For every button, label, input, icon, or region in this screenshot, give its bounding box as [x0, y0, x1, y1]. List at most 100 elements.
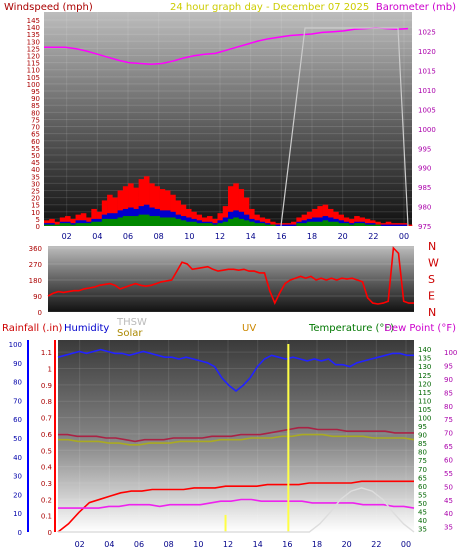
- wind-tick-label: 55: [31, 145, 40, 153]
- low-bar: [249, 221, 255, 226]
- humidity-tick-label: 20: [13, 491, 22, 499]
- low-bar: [86, 223, 92, 226]
- dewpoint-tick-label: 65: [444, 443, 453, 451]
- low-bar: [54, 224, 61, 226]
- gust-bar: [385, 221, 392, 226]
- baro-tick-label: 1005: [418, 106, 436, 114]
- rain-tick-label: 0: [48, 529, 52, 537]
- humidity-axis-label: Humidity: [64, 323, 109, 334]
- graph-title: 24 hour graph day - December 07 2025: [170, 2, 369, 13]
- gust-bar: [233, 183, 239, 226]
- low-bar: [138, 214, 145, 226]
- gust-bar: [170, 194, 176, 226]
- weather-x-tick-label: 16: [282, 540, 292, 549]
- temperature-tick-label: 115: [418, 389, 431, 397]
- wind-axis-label: Windspeed (mph): [4, 2, 93, 13]
- rainfall-line: [57, 480, 414, 533]
- gust-bar: [128, 183, 134, 226]
- compass-label: E: [428, 290, 435, 303]
- low-bar: [107, 218, 113, 226]
- low-bar: [312, 221, 318, 226]
- wind-tick-label: 25: [31, 187, 40, 195]
- baro-axis-label: Barometer (mb): [376, 2, 456, 13]
- wind-tick-label: 20: [31, 195, 40, 203]
- humidity-tick-label: 90: [13, 360, 22, 368]
- weather-x-tick-label: 20: [342, 540, 352, 549]
- weather-x-tick-label: 02: [75, 540, 85, 549]
- gust-bar: [354, 216, 360, 226]
- gust-bar: [348, 218, 355, 226]
- low-bar: [222, 221, 229, 226]
- low-bar: [364, 224, 371, 226]
- temperature-tick-label: 90: [418, 432, 427, 440]
- wind-tick-label: 115: [27, 60, 40, 68]
- low-bar: [327, 221, 334, 226]
- baro-tick-label: 995: [418, 145, 431, 153]
- uv-label: UV: [242, 323, 256, 334]
- baro-tick-label: 980: [418, 204, 431, 212]
- low-bar: [217, 223, 224, 226]
- low-bar: [70, 224, 76, 226]
- dewpoint-ticks: 35 40 45 50 55 60 65 70 75 80 85 90 95 100: [444, 349, 457, 532]
- wind-tick-label: 120: [27, 53, 40, 61]
- gust-bar: [143, 176, 150, 226]
- low-bar: [264, 224, 271, 226]
- wind-left-ticks: 0510152025303540455055606570758085909510…: [27, 17, 40, 231]
- wind-tick-label: 70: [31, 124, 40, 132]
- wind-tick-label: 35: [31, 173, 40, 181]
- average-bar: [285, 224, 292, 226]
- direction-tick-label: 180: [29, 277, 42, 285]
- thsw-line: [58, 433, 415, 446]
- rain-tick-label: 0.9: [41, 382, 52, 390]
- average-bar: [291, 224, 297, 226]
- low-bar: [206, 223, 213, 226]
- wind-tick-label: 75: [31, 116, 40, 124]
- wind-tick-label: 135: [27, 31, 40, 39]
- low-bar: [306, 221, 313, 226]
- temperature-tick-label: 125: [418, 372, 431, 380]
- direction-tick-label: 90: [33, 293, 42, 301]
- low-bar: [180, 220, 187, 226]
- low-bar: [359, 223, 365, 226]
- low-bar: [164, 217, 171, 226]
- wind-tick-label: 105: [27, 74, 40, 82]
- wind-tick-label: 0: [36, 223, 40, 231]
- low-bar: [175, 218, 181, 226]
- wind-x-tick-label: 04: [92, 232, 102, 241]
- low-bar: [196, 223, 203, 226]
- baro-tick-label: 1025: [418, 29, 436, 37]
- baro-right-ticks: 975 980 985 990 995 1000 1005 1010 1015 1020 1025: [418, 29, 436, 231]
- low-bar: [259, 223, 266, 226]
- temperature-tick-label: 75: [418, 457, 427, 465]
- wind-x-tick-label: 18: [307, 232, 317, 241]
- gust-bar: [301, 214, 308, 226]
- wind-tick-label: 50: [31, 152, 40, 160]
- rain-axis-label: Rainfall (.in): [2, 323, 63, 334]
- dewpoint-tick-label: 80: [444, 403, 453, 411]
- rain-tick-label: 0.6: [41, 431, 53, 439]
- wind-tick-label: 145: [27, 17, 40, 25]
- baro-tick-label: 1010: [418, 87, 436, 95]
- low-bar: [243, 220, 250, 226]
- baro-tick-label: 985: [418, 184, 431, 192]
- low-bar: [128, 216, 134, 226]
- humidity-tick-label: 60: [13, 416, 22, 424]
- low-bar: [296, 223, 302, 226]
- temperature-tick-label: 135: [418, 355, 431, 363]
- wind-tick-label: 130: [27, 38, 40, 46]
- baro-tick-label: 1000: [418, 126, 436, 134]
- humidity-tick-label: 100: [9, 341, 22, 349]
- solar-line: [58, 487, 415, 533]
- direction-tick-label: 0: [38, 309, 42, 317]
- direction-tick-label: 360: [29, 245, 42, 253]
- dewpoint-tick-label: 35: [444, 524, 453, 532]
- average-bar: [401, 224, 408, 226]
- low-bar: [348, 224, 355, 226]
- humidity-tick-label: 30: [13, 473, 22, 481]
- gust-bar: [133, 187, 139, 226]
- gust-bar: [254, 214, 260, 226]
- dewpoint-tick-label: 95: [444, 362, 453, 370]
- humidity-tick-label: 50: [13, 435, 22, 443]
